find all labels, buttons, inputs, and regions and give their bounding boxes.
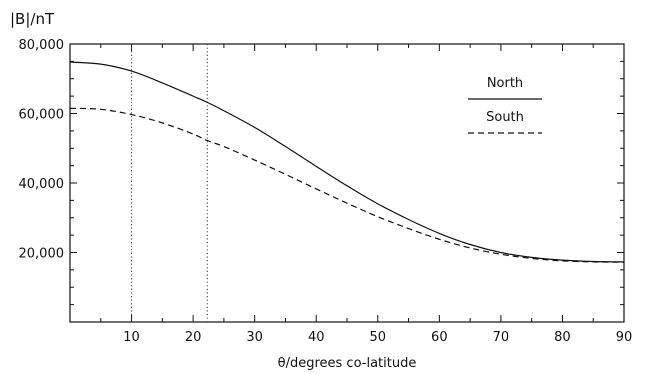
x-tick-label: 60	[431, 330, 448, 345]
y-tick-label: 80,000	[19, 38, 65, 53]
x-tick-label: 80	[554, 330, 571, 345]
x-tick-label: 30	[246, 330, 263, 345]
y-tick-label: 20,000	[19, 247, 65, 262]
x-tick-label: 10	[123, 330, 140, 345]
legend-label-south: South	[486, 110, 524, 125]
series-line-north	[69, 61, 625, 263]
legend-label-north: North	[487, 76, 523, 91]
y-tick-label: 40,000	[19, 177, 65, 192]
x-axis-label: θ/degrees co-latitude	[278, 356, 417, 371]
plot-frame	[69, 43, 625, 323]
x-tick-label: 50	[370, 330, 387, 345]
legend: North South	[468, 76, 542, 134]
x-tick-label: 70	[493, 330, 510, 345]
x-tick-label: 90	[616, 330, 633, 345]
y-axis-label: |B|/nT	[10, 10, 55, 28]
x-tick-label: 20	[185, 330, 202, 345]
plot-area: 10 20 30 40 50 60 70 80 90 20,000 40,000 60,000 80,0…	[19, 38, 633, 345]
x-tick-label: 40	[308, 330, 325, 345]
y-tick-label: 60,000	[19, 108, 65, 123]
